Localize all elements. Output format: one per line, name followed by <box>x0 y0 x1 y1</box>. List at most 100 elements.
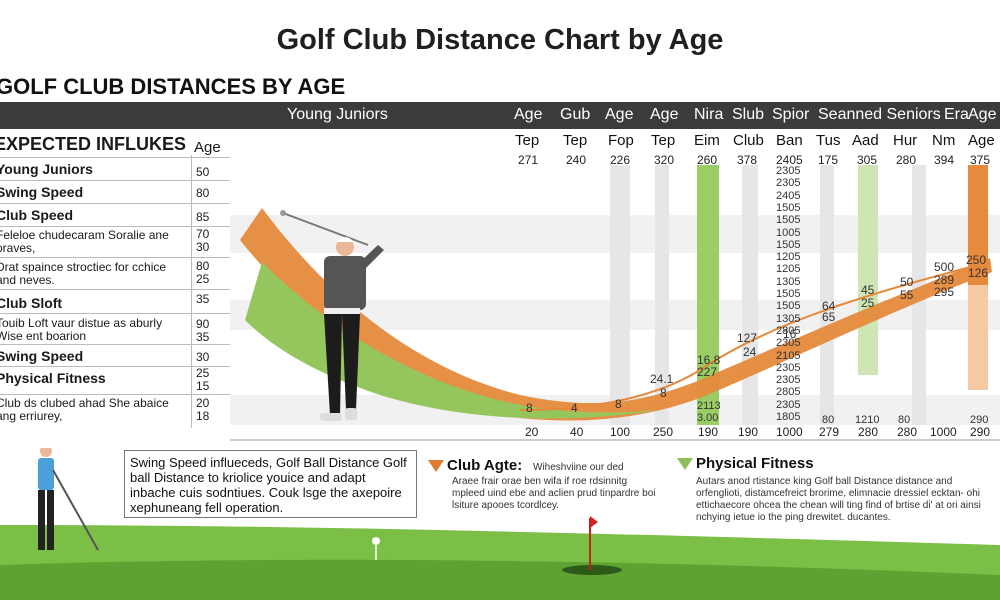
column-value: 2305 <box>776 177 801 190</box>
curve-label: 16.8 <box>697 353 721 367</box>
grey-column <box>610 165 630 425</box>
subheader-cell: Hur <box>893 132 918 149</box>
bottom-value: 190 <box>738 425 759 439</box>
row-label: Club Speed <box>0 207 74 223</box>
left-table-divider <box>191 155 192 428</box>
row-label: Physical Fitness <box>0 370 106 386</box>
bottom-value: 250 <box>653 425 674 439</box>
table-row: Club Sloft 35 <box>0 289 230 311</box>
table-row: Drat spaince stroctiec for cchice and ne… <box>0 257 230 287</box>
curve-label: 55 <box>900 288 914 302</box>
subheader-cell: Tus <box>816 132 841 149</box>
under-label: 80 <box>898 414 911 426</box>
subheader-cell: Tep <box>651 132 676 149</box>
golf-ball <box>372 537 380 545</box>
subheader-cell: Eim <box>694 132 720 149</box>
row-value: 80 25 <box>196 259 210 286</box>
curve-label: 24.1 <box>650 372 674 386</box>
golf-hole <box>562 565 622 575</box>
table-row: Swing Speed 30 <box>0 344 230 364</box>
curve-label: 4 <box>571 401 578 415</box>
bottom-value: 40 <box>570 425 584 439</box>
curve-label: 295 <box>934 285 955 299</box>
header-cell: Spior <box>772 106 810 123</box>
subheader-cell: Tep <box>563 132 588 149</box>
green-column <box>697 165 719 425</box>
header-cell: Era <box>944 106 969 123</box>
curve-label: 16 <box>783 327 797 341</box>
header-value: 320 <box>654 153 675 167</box>
row-label: Club Sloft <box>0 295 63 311</box>
table-row: Club ds clubed ahad She abaice ang erriu… <box>0 394 230 423</box>
column-value: 1505 <box>776 288 801 300</box>
legend-body-club-age: Araee frair orae ben wifa if roe rdsinni… <box>452 476 656 511</box>
row-value: 25 15 <box>196 366 210 393</box>
table-row: Young Juniors 50 <box>0 157 230 179</box>
row-value: 30 <box>196 350 210 364</box>
table-header-bar <box>0 102 1000 129</box>
header-value: 260 <box>697 153 718 167</box>
header-cell: Age <box>968 106 997 123</box>
column-value: 1505 <box>776 238 801 251</box>
row-label: Swing Speed <box>0 348 84 364</box>
subheader-cell: Age <box>968 132 995 149</box>
row-value: 70 30 <box>196 227 210 254</box>
header-value: 2405 <box>776 153 803 167</box>
column-value: 2305 <box>776 398 801 411</box>
subheader-cell: Aad <box>852 132 879 149</box>
bottom-value: 20 <box>525 425 539 439</box>
column-value: 1505 <box>776 201 801 214</box>
subheader-cell: Fop <box>608 132 634 149</box>
curve-label: 45 <box>861 283 875 297</box>
row-label: Swing Speed <box>0 184 84 200</box>
green-triangle-icon <box>677 458 693 470</box>
header-cell: Age <box>514 106 543 123</box>
grass-shade <box>0 559 1000 600</box>
curve-label: 8 <box>660 386 667 400</box>
under-label: 80 <box>822 414 835 426</box>
header-value: 240 <box>566 153 587 167</box>
page-subtitle: GOLF CLUB DISTANCES BY AGE <box>0 74 346 99</box>
column-value: 2305 <box>776 337 801 350</box>
table-row: Touib Loft vaur distue as aburly Wise en… <box>0 313 230 344</box>
subheader-cell: Nm <box>932 132 956 149</box>
bottom-value: 280 <box>858 425 879 439</box>
row-label: Drat spaince stroctiec for cchice and ne… <box>0 261 167 287</box>
left-table-age-header: Age <box>194 139 221 156</box>
left-table-heading: EXPECTED INFLUKES <box>0 134 187 154</box>
row-label: Club ds clubed ahad She abaice ang erriu… <box>0 397 169 423</box>
green-column <box>858 165 878 375</box>
column-value: 2105 <box>776 349 801 362</box>
curve-label: 250 <box>966 253 987 267</box>
header-cell: Age <box>605 106 634 123</box>
column-value: 2405 <box>776 189 801 202</box>
curve-label: 227 <box>697 365 718 379</box>
curve-label: 25 <box>861 296 875 310</box>
row-label: Feleloe chudecaram Soralie ane praves, <box>0 229 169 255</box>
row-value: 85 <box>196 210 210 224</box>
subheader-cell: Ban <box>776 132 803 149</box>
curve-label: 65 <box>822 310 836 324</box>
row-value: 35 <box>196 292 210 306</box>
header-cell: Age <box>650 106 679 123</box>
orange-curve <box>240 208 992 421</box>
table-row: Feleloe chudecaram Soralie ane praves, 7… <box>0 226 230 255</box>
header-value: 175 <box>818 153 839 167</box>
column-value: 1505 <box>776 300 801 313</box>
column-value: 2805 <box>776 386 801 399</box>
under-label: 290 <box>970 414 989 426</box>
column-value: 2805 <box>776 324 801 337</box>
row-label: Touib Loft vaur distue as aburly Wise en… <box>0 317 163 343</box>
curve-label: 64 <box>822 299 836 313</box>
info-box: Swing Speed influeceds, Golf Ball Distan… <box>124 450 417 518</box>
table-row: Physical Fitness 25 15 <box>0 366 230 393</box>
bottom-value: 280 <box>897 425 918 439</box>
curve-label: 24 <box>743 345 757 359</box>
column-value: 1805 <box>776 411 801 423</box>
under-label: 3.00 <box>697 412 719 424</box>
bottom-value: 290 <box>970 425 991 439</box>
column-value: 1305 <box>776 312 801 325</box>
header-cell: Seanned Seniors <box>818 106 941 123</box>
golfer-large <box>280 210 384 421</box>
